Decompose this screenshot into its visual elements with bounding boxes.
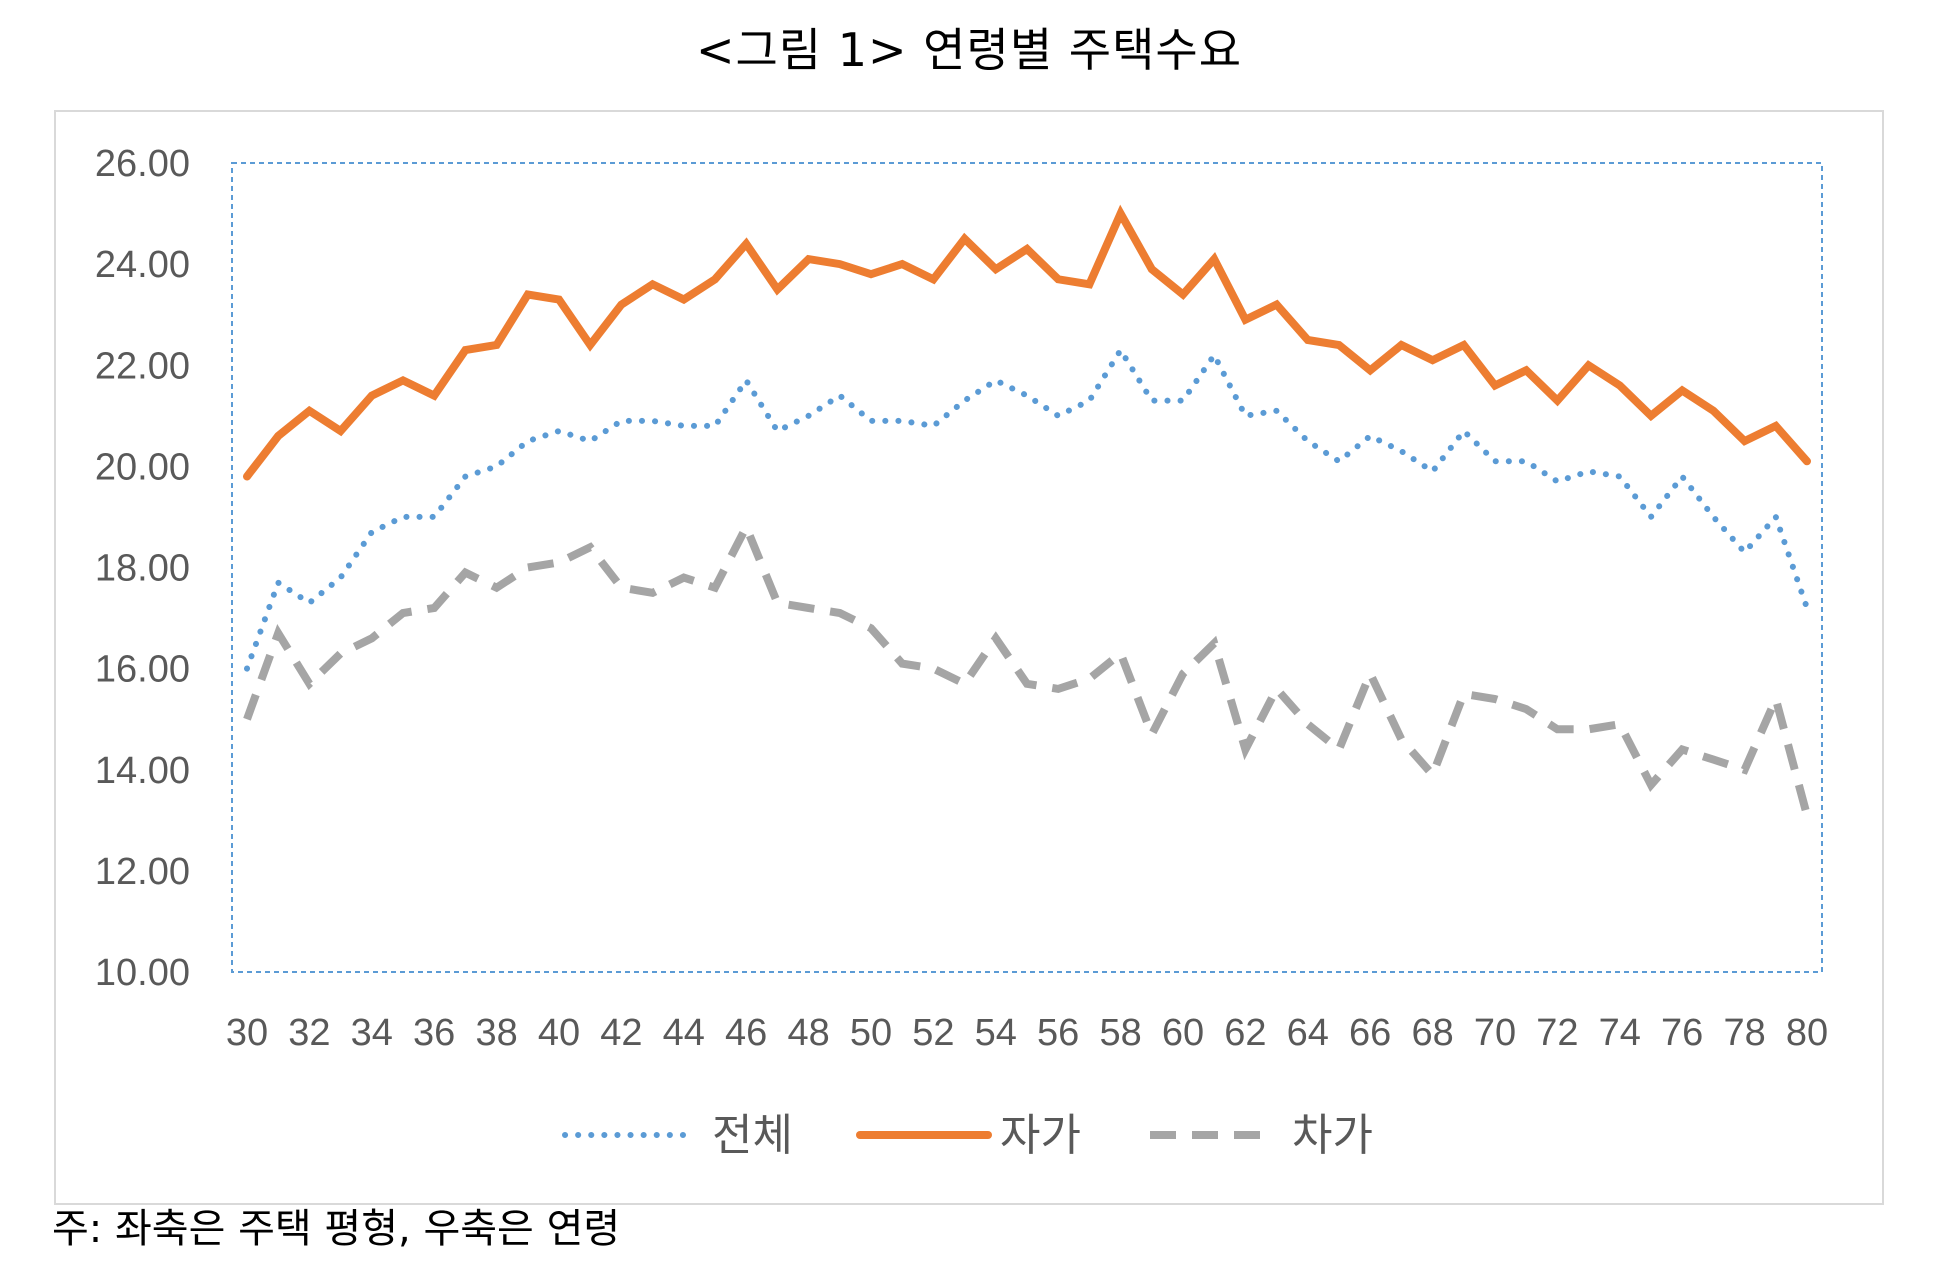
x-tick-label: 48	[787, 1012, 829, 1054]
series-line-자가	[243, 204, 1811, 481]
x-tick-label: 70	[1474, 1012, 1516, 1054]
footnote: 주: 좌축은 주택 평형, 우축은 연령	[52, 1206, 621, 1252]
x-tick-label: 50	[850, 1012, 892, 1054]
y-tick-label: 14.00	[95, 750, 190, 792]
x-tick-label: 30	[226, 1012, 268, 1054]
x-tick-label: 62	[1224, 1012, 1266, 1054]
x-tick-label: 40	[538, 1012, 580, 1054]
y-tick-label: 12.00	[95, 851, 190, 893]
plot-area	[231, 162, 1823, 973]
x-tick-label: 52	[912, 1012, 954, 1054]
x-tick-label: 74	[1599, 1012, 1641, 1054]
x-tick-label: 54	[975, 1012, 1017, 1054]
x-tick-label: 32	[288, 1012, 330, 1054]
x-tick-label: 72	[1536, 1012, 1578, 1054]
legend-label-전체: 전체	[712, 1110, 793, 1161]
chart-frame	[54, 110, 1884, 1205]
x-tick-label: 80	[1786, 1012, 1828, 1054]
y-tick-label: 18.00	[95, 548, 190, 590]
y-tick-label: 26.00	[95, 143, 190, 185]
x-tick-label: 78	[1723, 1012, 1765, 1054]
x-tick-label: 36	[413, 1012, 455, 1054]
x-tick-label: 38	[475, 1012, 517, 1054]
legend-label-자가: 자가	[1000, 1110, 1081, 1161]
x-tick-label: 76	[1661, 1012, 1703, 1054]
y-tick-label: 10.00	[95, 952, 190, 994]
x-tick-label: 42	[600, 1012, 642, 1054]
x-tick-label: 56	[1037, 1012, 1079, 1054]
series-line-차가	[243, 517, 1811, 817]
y-tick-label: 22.00	[95, 345, 190, 387]
x-tick-label: 60	[1162, 1012, 1204, 1054]
x-tick-label: 68	[1411, 1012, 1453, 1054]
y-tick-label: 20.00	[95, 446, 190, 488]
y-tick-label: 16.00	[95, 649, 190, 691]
x-tick-label: 66	[1349, 1012, 1391, 1054]
x-tick-label: 34	[351, 1012, 393, 1054]
x-tick-label: 64	[1287, 1012, 1329, 1054]
x-tick-label: 46	[725, 1012, 767, 1054]
legend-label-차가: 차가	[1292, 1110, 1373, 1161]
y-tick-label: 24.00	[95, 244, 190, 286]
x-tick-label: 44	[663, 1012, 705, 1054]
x-tick-label: 58	[1099, 1012, 1141, 1054]
chart-title: <그림 1> 연령별 주택수요	[695, 23, 1243, 77]
series-line-전체	[244, 344, 1810, 672]
